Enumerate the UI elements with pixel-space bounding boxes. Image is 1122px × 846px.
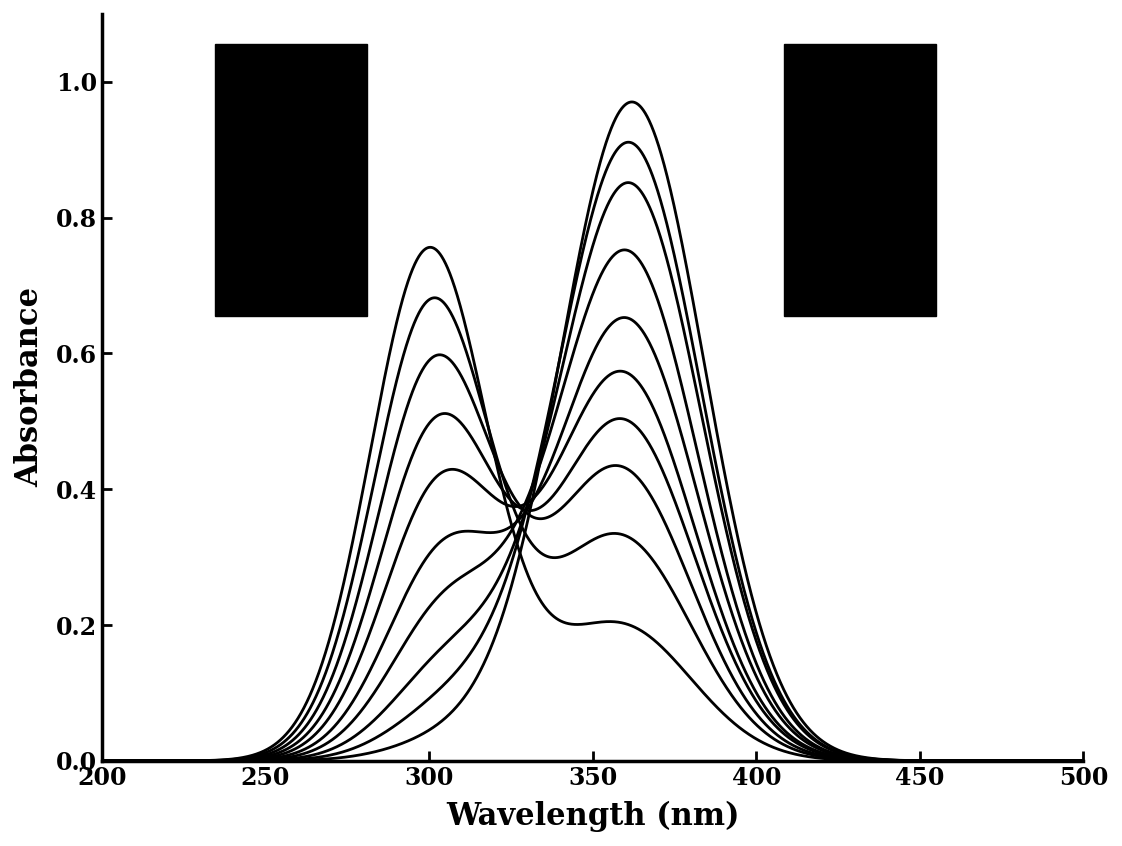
Bar [214,44,367,316]
Bar [784,44,936,316]
Y-axis label: Absorbance: Absorbance [13,288,45,487]
X-axis label: Wavelength (nm): Wavelength (nm) [445,801,739,832]
